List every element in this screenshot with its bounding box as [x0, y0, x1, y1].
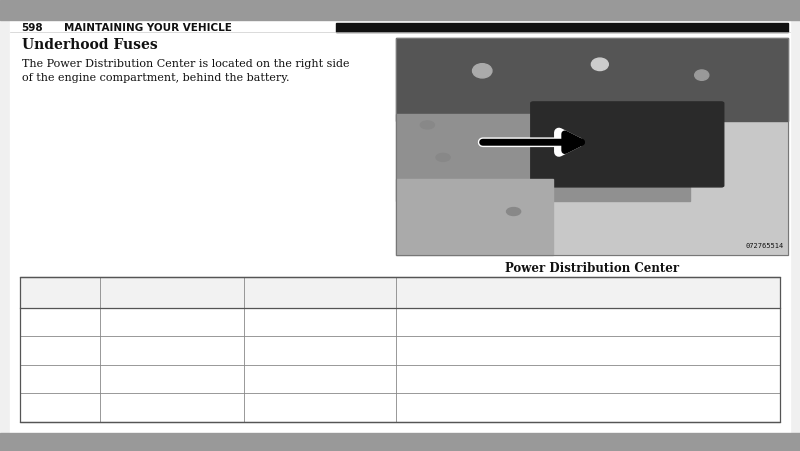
Text: MAINTAINING YOUR VEHICLE: MAINTAINING YOUR VEHICLE [64, 23, 232, 32]
Text: 60 Amp Blue: 60 Amp Blue [136, 345, 208, 356]
Bar [0, 433, 800, 451]
Text: –: – [317, 345, 323, 356]
Circle shape [506, 207, 521, 216]
Text: ESC Pump Motor: ESC Pump Motor [539, 402, 637, 413]
FancyBboxPatch shape [531, 102, 724, 187]
Text: –: – [317, 374, 323, 384]
Text: F03: F03 [49, 374, 71, 384]
Circle shape [436, 153, 450, 161]
Bar [396, 38, 788, 255]
Bar [396, 38, 788, 255]
Bar [336, 23, 788, 32]
Text: 072765514: 072765514 [746, 244, 784, 249]
Ellipse shape [473, 64, 492, 78]
Text: Cavity: Cavity [41, 287, 79, 298]
Text: Underhood Fuses: Underhood Fuses [22, 38, 158, 52]
Bar [20, 277, 780, 422]
Ellipse shape [694, 70, 709, 80]
Text: 598: 598 [22, 23, 43, 32]
Text: The Power Distribution Center is located on the right side
of the engine compart: The Power Distribution Center is located… [22, 59, 349, 83]
Text: Output For Starter Relay #1: Output For Starter Relay #1 [507, 374, 669, 384]
Text: F01: F01 [49, 317, 71, 327]
Bar [396, 179, 553, 255]
Bar [396, 114, 690, 201]
Circle shape [420, 121, 434, 129]
Text: Power Distribution Center: Power Distribution Center [505, 262, 679, 275]
Text: Maxi Fuse: Maxi Fuse [140, 287, 204, 298]
Text: Body Control Module #2: Body Control Module #2 [518, 345, 658, 356]
Ellipse shape [591, 58, 608, 70]
Text: 70 Amp Tan: 70 Amp Tan [138, 317, 206, 327]
Bar [20, 277, 780, 422]
Text: Description: Description [551, 287, 625, 298]
Text: F02: F02 [49, 345, 71, 356]
Text: 40 Amp Orange: 40 Amp Orange [127, 402, 217, 413]
Text: 30 Amp Green: 30 Amp Green [131, 374, 213, 384]
Text: F04: F04 [49, 402, 71, 413]
Text: Mini Fuse: Mini Fuse [289, 287, 351, 298]
Text: –: – [317, 317, 323, 327]
Bar [396, 38, 788, 120]
Bar [20, 277, 780, 308]
Text: –: – [317, 402, 323, 413]
Text: Body Control Module #1: Body Control Module #1 [518, 317, 658, 327]
Bar [0, 0, 800, 20]
